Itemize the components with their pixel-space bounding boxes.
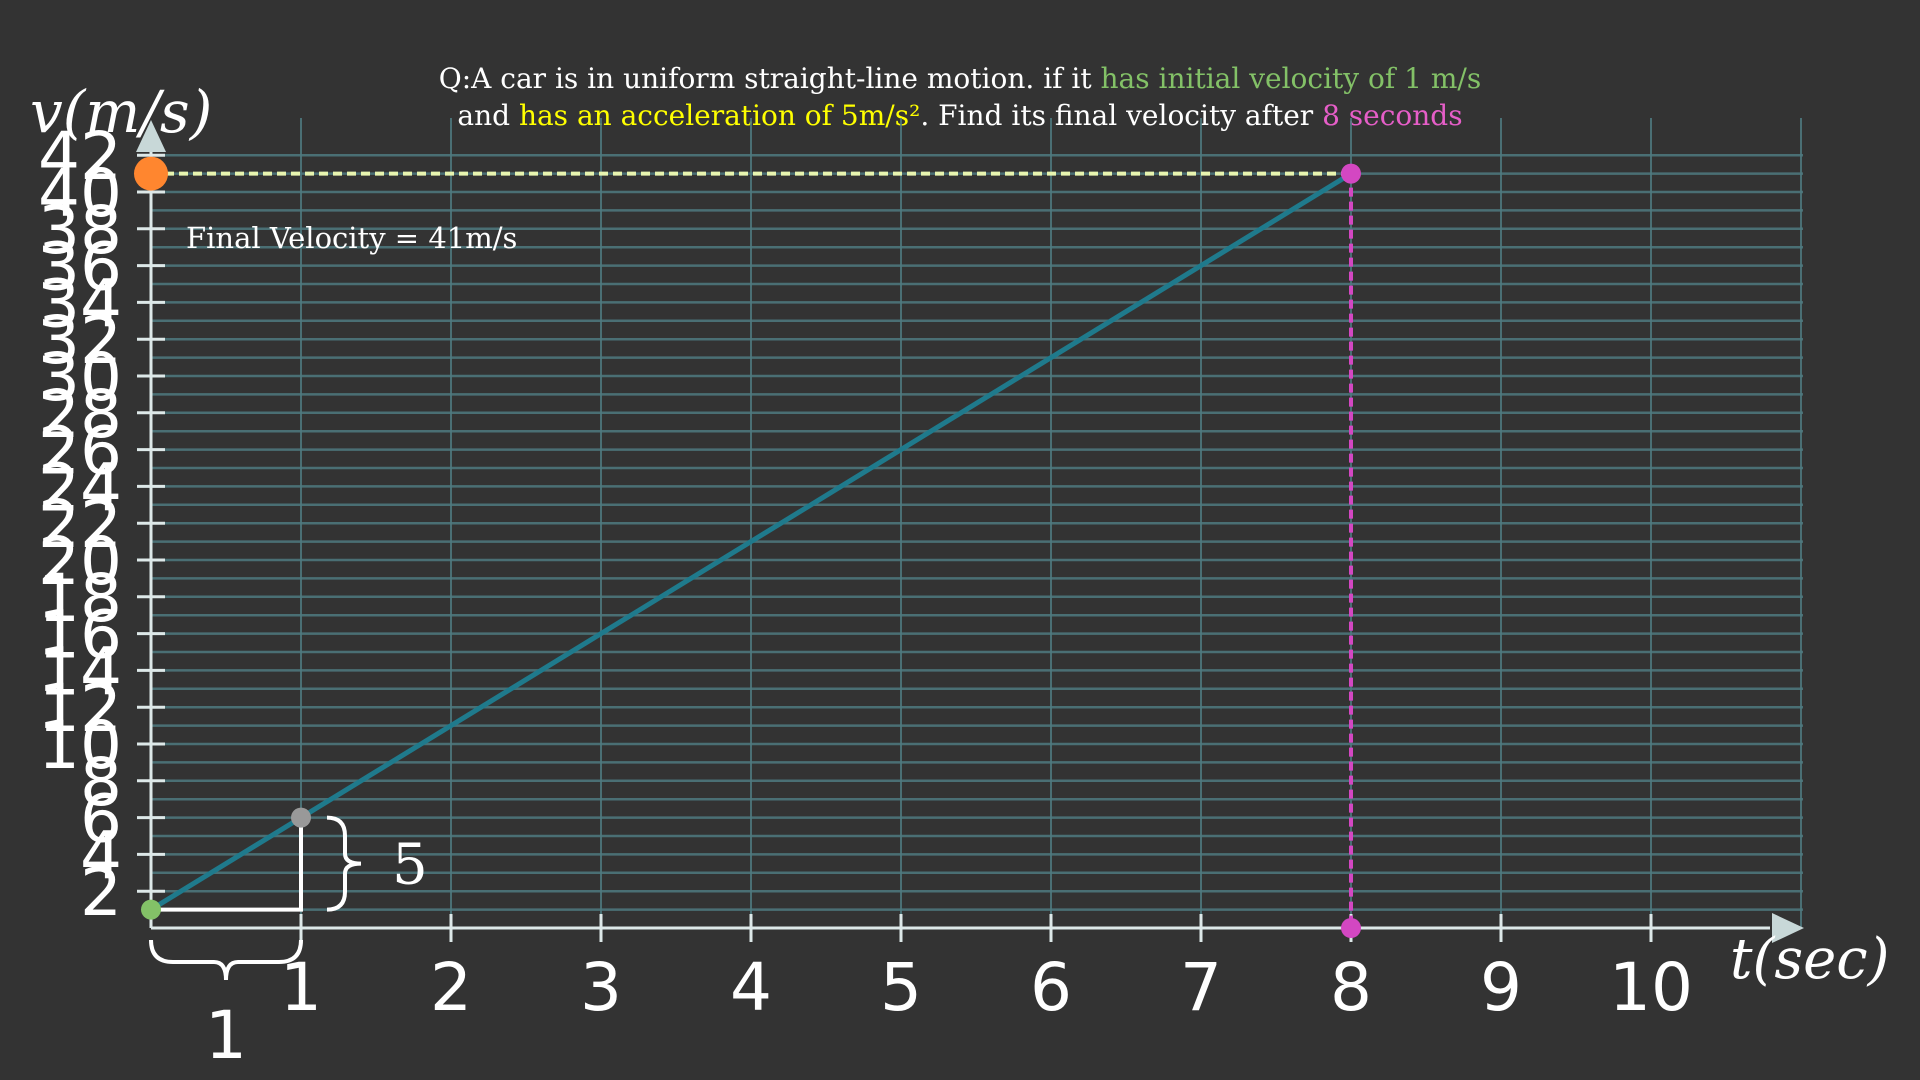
y-tick-label: 28: [38, 376, 122, 453]
y-tick-label: 40: [38, 155, 122, 232]
x-tick-label: 5: [880, 949, 922, 1026]
x-tick-label: 2: [430, 949, 472, 1026]
x-tick-label: 3: [580, 949, 622, 1026]
question-initial-velocity: has initial velocity of 1 m/s: [1100, 62, 1482, 95]
run-brace: [149, 939, 303, 981]
question-line2-start: and: [457, 99, 519, 132]
y-tick-label: 38: [38, 192, 122, 269]
y-tick-label: 14: [38, 633, 122, 710]
slope-braces: [149, 815, 362, 981]
y-axis-arrow: [136, 120, 166, 152]
y-tick-label: 6: [80, 781, 122, 858]
x-tick-label: 9: [1480, 949, 1522, 1026]
y-tick-label: 20: [38, 523, 122, 600]
x-axis-arrow: [1772, 913, 1804, 943]
rise-brace: [326, 815, 362, 912]
point-initial: [141, 899, 161, 920]
question-line2-mid: . Find its final velocity after: [920, 99, 1323, 132]
x-tick-label: 8: [1330, 949, 1372, 1026]
y-tick-label: 12: [38, 670, 122, 747]
question-acceleration: has an acceleration of 5m/s²: [518, 99, 921, 132]
guide-lines: [151, 171, 1353, 928]
y-tick-label: 10: [38, 707, 122, 784]
question-time: 8 seconds: [1322, 99, 1463, 132]
question-text: Q:A car is in uniform straight-line moti…: [0, 60, 1920, 134]
y-tick-label: 2: [80, 854, 122, 931]
point-final: [1341, 163, 1361, 184]
x-axis-label: t(sec): [1730, 927, 1889, 992]
labels: v(m/s) t(sec) 1 5 Final Velocity = 41m/s: [30, 78, 1889, 1074]
points: [134, 156, 1361, 938]
question-line1-text: Q:A car is in uniform straight-line moti…: [438, 62, 1101, 95]
y-tick-label: 8: [80, 744, 122, 821]
x-tick-label: 6: [1030, 949, 1072, 1026]
velocity-line: [149, 171, 1353, 912]
x-tick-label: 4: [730, 949, 772, 1026]
y-tick-label: 32: [38, 302, 122, 379]
final-velocity-label: Final Velocity = 41m/s: [186, 221, 517, 255]
point-step: [291, 807, 311, 828]
run-label: 1: [205, 997, 247, 1074]
y-tick-label: 18: [38, 560, 122, 637]
question-line-2: and has an acceleration of 5m/s². Find i…: [0, 97, 1920, 134]
grid: [151, 118, 1803, 928]
y-tick-label: 26: [38, 413, 122, 490]
y-tick-label: 42: [38, 118, 122, 195]
x-tick-label: 7: [1180, 949, 1222, 1026]
point-time-marker: [1341, 918, 1361, 938]
series: [149, 171, 1353, 912]
y-tick-label: 36: [38, 229, 122, 306]
y-tick-label: 16: [38, 597, 122, 674]
y-tick-label: 24: [38, 449, 122, 526]
question-line-1: Q:A car is in uniform straight-line moti…: [0, 60, 1920, 97]
ticks: 1 2 3 4 5 6 7 8 9 1024681012141618202224262830323…: [38, 118, 1693, 1026]
rise-label: 5: [392, 833, 428, 898]
y-tick-label: 4: [80, 817, 122, 894]
y-tick-label: 34: [38, 265, 122, 342]
y-axis-label: v(m/s): [30, 78, 212, 146]
y-tick-label: 30: [38, 339, 122, 416]
y-tick-label: 22: [38, 486, 122, 563]
point-velocity-marker: [134, 156, 168, 191]
x-tick-label: 10: [1609, 949, 1693, 1026]
slope-triangle: [151, 817, 303, 912]
